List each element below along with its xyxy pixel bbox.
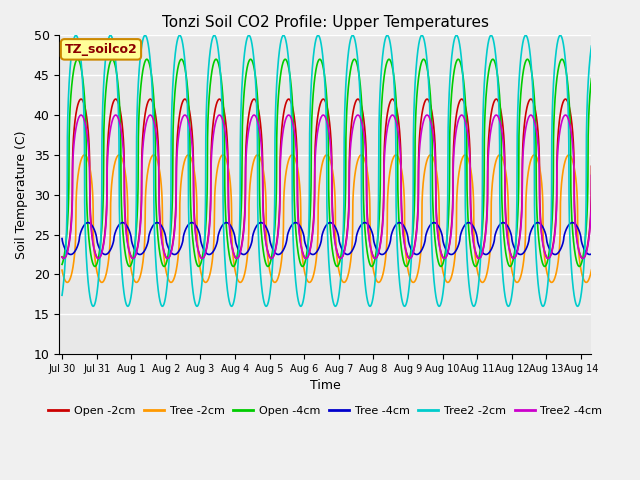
Legend: Open -2cm, Tree -2cm, Open -4cm, Tree -4cm, Tree2 -2cm, Tree2 -4cm: Open -2cm, Tree -2cm, Open -4cm, Tree -4… — [44, 401, 607, 420]
Title: Tonzi Soil CO2 Profile: Upper Temperatures: Tonzi Soil CO2 Profile: Upper Temperatur… — [162, 15, 489, 30]
Text: TZ_soilco2: TZ_soilco2 — [65, 43, 138, 56]
X-axis label: Time: Time — [310, 379, 340, 392]
Y-axis label: Soil Temperature (C): Soil Temperature (C) — [15, 131, 28, 259]
